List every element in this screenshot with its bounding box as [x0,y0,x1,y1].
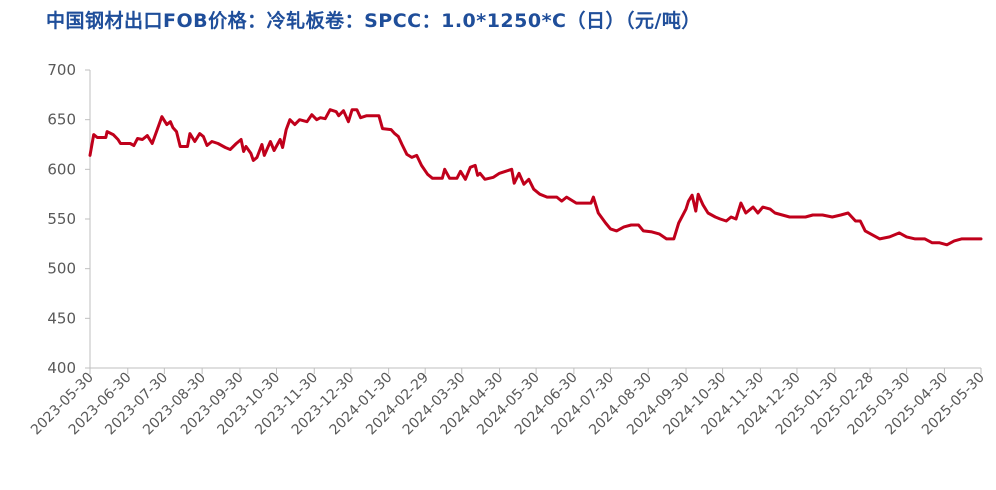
y-tick-label: 600 [47,160,76,178]
y-tick-label: 400 [47,359,76,377]
series-line [88,108,983,247]
y-tick-label: 550 [47,210,76,228]
y-tick-label: 500 [47,260,76,278]
x-axis-ticks: 2023-05-302023-06-302023-07-302023-08-30… [28,368,988,438]
y-tick-label: 650 [47,111,76,129]
y-tick-label: 700 [47,61,76,79]
y-tick-label: 450 [47,309,76,327]
y-axis-ticks: 400 450 500 550 600 650 700 [47,61,90,377]
chart-title: 中国钢材出口FOB价格：冷轧板卷：SPCC：1.0*1250*C（日）（元/吨） [46,10,701,32]
